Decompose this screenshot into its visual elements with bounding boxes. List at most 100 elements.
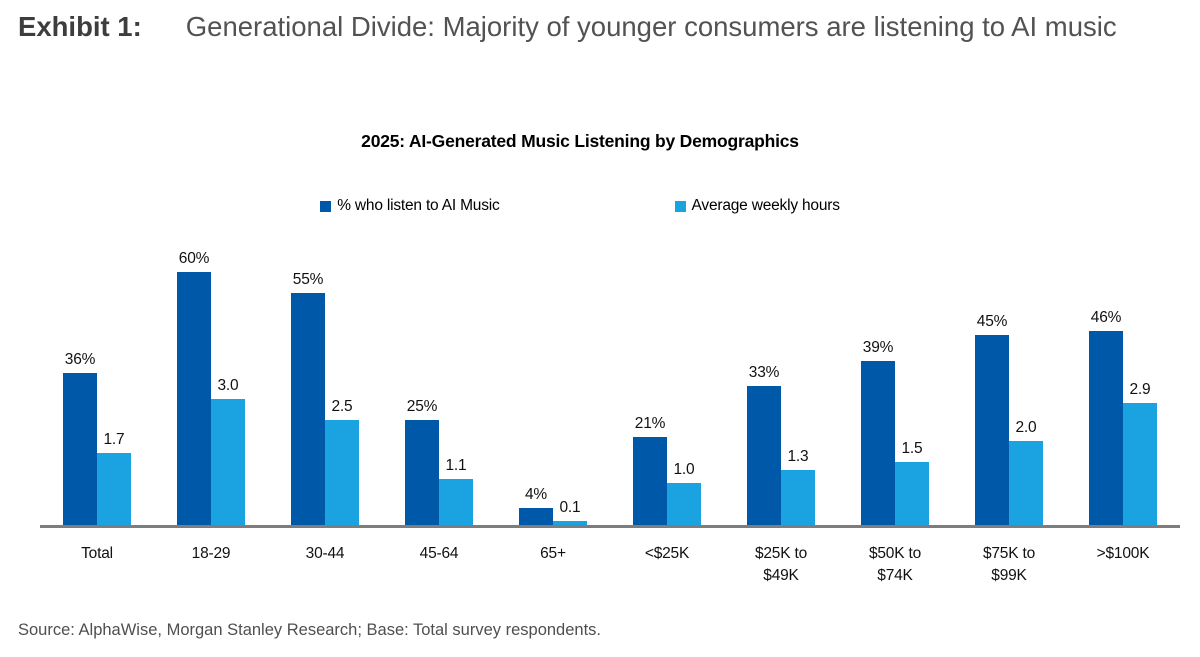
pct-bar [63,373,97,525]
hours-bar-column: 0.1 [553,499,587,525]
bar-group: 46% 2.9 [1066,228,1180,525]
bar-value-label: 21% [634,414,666,432]
pct-bar-column: 25% [405,398,439,525]
pct-bar-column: 21% [633,414,667,525]
bar-value-label: 1.1 [445,456,467,474]
legend-item: Average weekly hours [674,197,840,215]
hours-bar-column: 2.9 [1123,381,1157,525]
pct-bar [975,335,1009,525]
hours-bar-column: 1.0 [667,461,701,525]
hours-bar-column: 2.0 [1009,419,1043,525]
hours-bar [211,398,245,525]
hours-bar-column: 3.0 [211,377,245,525]
pct-bar-column: 4% [519,486,553,525]
legend-label: % who listen to AI Music [337,197,500,214]
pct-bar-column: 60% [177,250,211,525]
bar-pair: 39% 1.5 [861,339,929,525]
pct-bar [177,272,211,525]
bar-value-label: 2.5 [331,397,353,415]
bar-value-label: 25% [406,397,438,415]
category-label: $25K to $49K [754,545,808,584]
bar-group: 60% 3.0 [154,228,268,525]
hours-bar [1009,440,1043,525]
x-axis-category-labels: Total 18-29 30-44 45-64 65+ <$25K $25K to $49K… [40,543,1180,587]
legend-label: Average weekly hours [691,197,840,214]
category-label: 65+ [540,545,566,562]
hours-bar [325,419,359,525]
hours-bar-column: 1.7 [97,431,131,525]
category-label: $50K to $74K [868,545,922,584]
pct-bar-column: 45% [975,313,1009,525]
hours-legend-swatch-icon [674,200,686,212]
hours-bar [439,478,473,525]
pct-bar [291,293,325,525]
pct-legend-swatch-icon [320,200,332,212]
exhibit-title: Generational Divide: Majority of younger… [185,11,1117,42]
bar-group: 36% 1.7 [40,228,154,525]
pct-bar [747,385,781,525]
bar-group: 21% 1.0 [610,228,724,525]
exhibit-number-label: Exhibit 1: [18,11,142,42]
bar-value-label: 46% [1090,309,1122,327]
category-label: Total [81,545,113,562]
pct-bar-column: 55% [291,271,325,525]
bar-pair: 60% 3.0 [177,250,245,525]
bar-pair: 46% 2.9 [1089,309,1157,525]
bar-group: 55% 2.5 [268,228,382,525]
chart-title: 2025: AI-Generated Music Listening by De… [361,131,799,151]
bar-pair: 55% 2.5 [291,271,359,525]
bar-pair: 25% 1.1 [405,398,473,525]
bar-value-label: 39% [862,338,894,356]
bar-group: 4% 0.1 [496,228,610,525]
category-label: >$100K [1096,545,1150,562]
pct-bar [633,436,667,525]
bar-value-label: 4% [524,486,547,504]
chart-legend: % who listen to AI Music Average weekly h… [40,197,1120,215]
pct-bar [405,419,439,525]
bar-value-label: 45% [976,313,1008,331]
bar-value-label: 55% [292,271,324,289]
bar-pair: 45% 2.0 [975,313,1043,525]
pct-bar [519,508,553,525]
hours-bar [97,453,131,525]
bar-value-label: 3.0 [217,376,239,394]
bar-value-label: 0.1 [559,498,581,516]
pct-bar-column: 33% [747,364,781,525]
bar-value-label: 36% [64,351,96,369]
pct-bar-column: 39% [861,339,895,525]
bar-value-label: 1.5 [901,439,923,457]
bar-value-label: 1.7 [103,431,125,449]
bar-value-label: 2.0 [1015,418,1037,436]
hours-bar-column: 1.5 [895,440,929,525]
hours-bar [781,470,815,525]
pct-bar [861,360,895,525]
bar-value-label: 2.9 [1129,380,1151,398]
bar-group: 39% 1.5 [838,228,952,525]
bar-value-label: 1.3 [787,448,809,466]
bar-pair: 4% 0.1 [519,486,587,525]
category-label: 30-44 [305,545,345,562]
bar-group: 33% 1.3 [724,228,838,525]
legend-item: % who listen to AI Music [320,197,500,215]
hours-bar [553,520,587,525]
hours-bar-column: 2.5 [325,398,359,525]
category-label: $75K to $99K [982,545,1036,584]
bar-pair: 33% 1.3 [747,364,815,525]
chart-plot-area: 36% 1.7 60% 3.0 55% 2.5 25% 1.1 4% 0.1 21% 1.0 33% 1.… [40,228,1180,528]
bar-group: 45% 2.0 [952,228,1066,525]
pct-bar-column: 36% [63,351,97,525]
pct-bar [1089,331,1123,525]
pct-bar-column: 46% [1089,309,1123,525]
category-label: <$25K [644,545,690,562]
source-note: Source: AlphaWise, Morgan Stanley Resear… [18,621,602,639]
category-label: 18-29 [191,545,231,562]
bar-value-label: 60% [178,250,210,268]
hours-bar-column: 1.1 [439,457,473,525]
category-label: 45-64 [419,545,459,562]
bar-value-label: 33% [748,363,780,381]
hours-bar-column: 1.3 [781,448,815,525]
hours-bar [667,482,701,525]
bar-value-label: 1.0 [673,460,695,478]
exhibit-heading: Exhibit 1: Generational Divide: Majority … [18,2,1198,52]
bar-pair: 21% 1.0 [633,414,701,525]
